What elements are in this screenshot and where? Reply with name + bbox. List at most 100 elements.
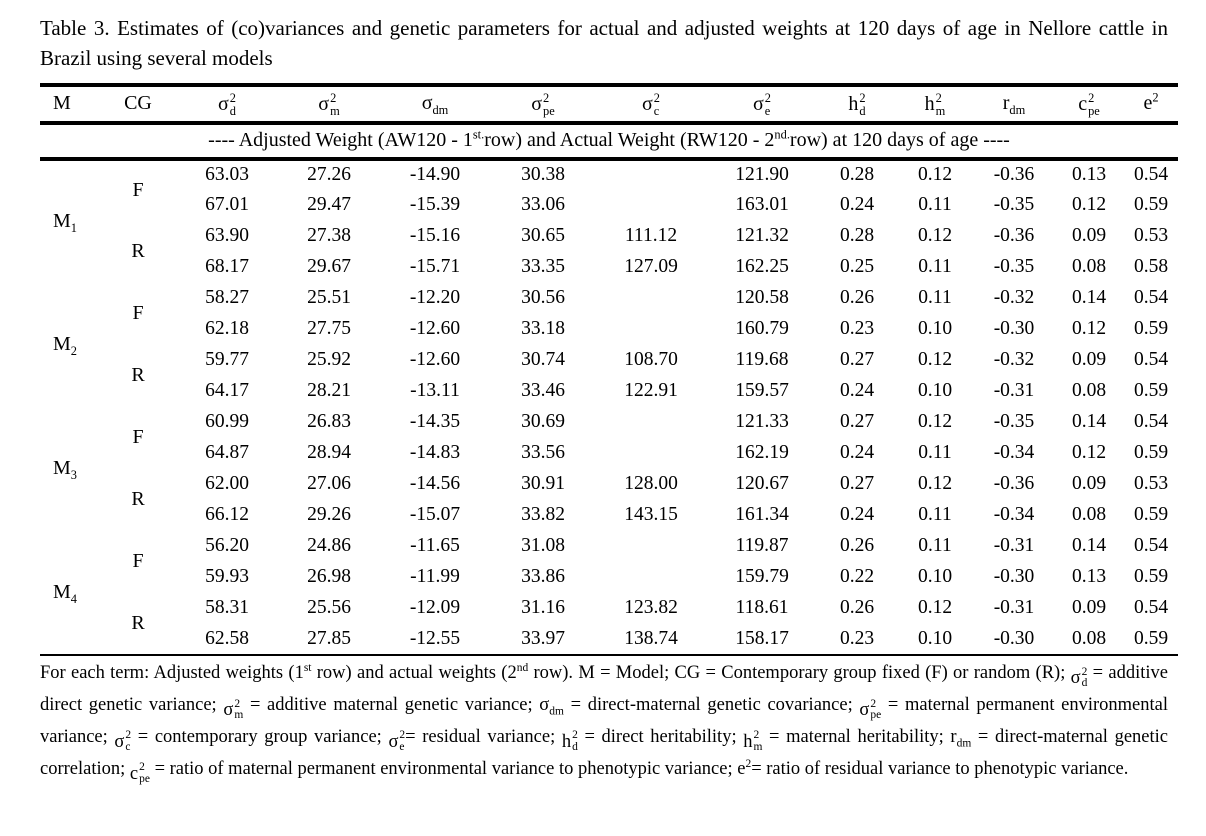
cell-r-dm: -0.31 [993,535,1035,557]
cell-h2-d: 0.27 [839,473,875,495]
cg-label: F [132,179,144,202]
cell-sigma2-m: 26.98 [307,566,351,588]
model-label: M4 [53,580,77,606]
cell-h2-d: 0.27 [839,411,875,433]
cell-sigma2-d: 62.18 [205,318,249,340]
cell-h2-d: 0.27 [839,349,875,371]
cell-h2-m: 0.10 [917,627,953,649]
cell-h2-m: 0.12 [917,349,953,371]
cell-h2-d: 0.24 [839,380,875,402]
cell-sigma-dm: -11.99 [410,566,460,588]
cell-sigma2-pe: 30.65 [521,225,565,247]
table-row: R 62.00 27.06 -14.56 30.91 128.00 120.67 0.27 0.… [40,469,1178,510]
cell-sigma2-c [596,314,706,345]
cg-label: F [132,302,144,325]
table-body: M1 F 63.03 27.26 -14.90 30.38 121.90 0.28 0.12 -0… [40,159,1178,655]
estimates-table: M CG σ 2 d σ 2 m σdm σ 2 pe σ 2 c σ 2 e h 2 d h 2 m rdm c 2 pe e2 --… [40,82,1178,656]
cell-sigma2-e: 121.32 [735,225,789,247]
col-header-r-dm: rdm [1002,92,1026,118]
cg-label: R [131,364,145,387]
cell-sigma2-e: 119.68 [735,349,789,371]
cg-label: F [132,550,144,573]
table-footnote: For each term: Adjusted weights (1st row… [40,660,1168,788]
cell-h2-m: 0.12 [917,473,953,495]
cell-sigma2-d: 63.90 [205,225,249,247]
cell-h2-d: 0.28 [839,225,875,247]
col-header-sigma-dm: σdm [421,92,449,118]
cell-h2-m: 0.10 [917,566,953,588]
cell-sigma2-e: 160.79 [735,318,789,340]
cell-sigma-dm: -11.65 [410,535,460,557]
cell-sigma2-pe: 33.06 [521,194,565,216]
cell-sigma2-c [596,283,706,314]
cell-sigma-dm: -14.56 [409,473,461,495]
cell-h2-d: 0.26 [839,287,875,309]
cell-sigma2-d: 56.20 [205,535,249,557]
cell-sigma-dm: -15.71 [409,256,461,278]
cell-sigma-dm: -14.83 [409,442,461,464]
stacked-symbol: σ 2 pe [859,697,882,722]
cell-r-dm: -0.32 [993,287,1035,309]
cell-c2-pe: 0.09 [1071,225,1107,247]
cell-r-dm: -0.34 [993,442,1035,464]
stacked-symbol: σ 2 pe [531,91,555,118]
table-row: M1 F 63.03 27.26 -14.90 30.38 121.90 0.28 0.12 -0… [40,159,1178,234]
cell-h2-m: 0.11 [918,194,952,216]
cell-sigma2-m: 27.85 [307,627,351,649]
cell-sigma2-e: 121.90 [735,164,789,186]
cell-r-dm: -0.36 [993,164,1035,186]
table-row: 64.17 28.21 -13.11 33.46 122.91 159.57 0.24 0.1… [40,376,1178,407]
cell-sigma2-m: 29.47 [307,194,351,216]
cell-sigma2-c: 143.15 [624,504,678,526]
cell-r-dm: -0.35 [993,411,1035,433]
cell-e2: 0.59 [1133,194,1169,216]
col-header-model: M [53,92,71,115]
cell-r-dm: -0.30 [993,627,1035,649]
cell-c2-pe: 0.13 [1071,566,1107,588]
cell-sigma2-m: 28.94 [307,442,351,464]
cell-sigma2-d: 59.77 [205,349,249,371]
cell-h2-m: 0.11 [918,442,952,464]
cell-sigma-dm: -12.20 [409,287,461,309]
cell-sigma2-m: 27.38 [307,225,351,247]
cell-sigma2-c [596,438,706,469]
table-row: M4 F 56.20 24.86 -11.65 31.08 119.87 0.26 0.11 -0… [40,531,1178,605]
table-row: 68.17 29.67 -15.71 33.35 127.09 162.25 0.25 0.1… [40,252,1178,283]
cell-h2-m: 0.11 [918,256,952,278]
cell-e2: 0.54 [1133,597,1169,619]
cell-sigma2-d: 59.93 [205,566,249,588]
cell-h2-d: 0.24 [839,504,875,526]
cell-sigma-dm: -12.60 [409,318,461,340]
cell-c2-pe: 0.12 [1071,194,1107,216]
cell-sigma-dm: -13.11 [410,380,460,402]
cell-sigma2-d: 60.99 [205,411,249,433]
cell-sigma2-e: 121.33 [735,411,789,433]
cell-sigma-dm: -14.90 [409,164,461,186]
cell-sigma2-pe: 30.56 [521,287,565,309]
cell-sigma2-m: 25.92 [307,349,351,371]
cell-h2-d: 0.25 [839,256,875,278]
cell-sigma2-d: 63.03 [205,164,249,186]
cell-sigma2-pe: 33.97 [521,627,565,649]
table-subheader-row: ---- Adjusted Weight (AW120 - 1st.row) a… [40,123,1178,159]
cg-label: R [131,240,145,263]
cell-sigma2-m: 25.56 [307,597,351,619]
cell-e2: 0.59 [1133,380,1169,402]
cell-sigma2-c [596,190,706,221]
cell-sigma2-e: 119.87 [735,535,789,557]
cell-h2-m: 0.12 [917,411,953,433]
cell-sigma2-m: 27.75 [307,318,351,340]
cell-h2-d: 0.24 [839,442,875,464]
cell-c2-pe: 0.14 [1071,287,1107,309]
